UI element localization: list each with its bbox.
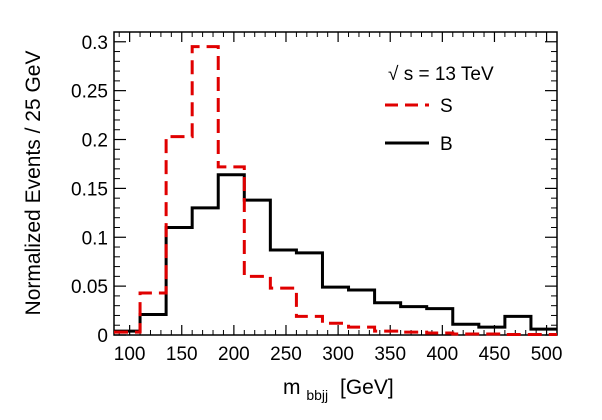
legend-label-s: S: [440, 96, 453, 117]
legend-label-b: B: [440, 134, 453, 155]
series-line-b: [114, 175, 557, 331]
y-axis-label: Normalized Events / 25 GeV: [22, 51, 45, 316]
x-axis-label-main: m: [283, 376, 301, 399]
x-tick-label: 300: [322, 344, 354, 365]
x-tick-label: 450: [479, 344, 511, 365]
y-tick-label: 0.1: [82, 228, 108, 249]
legend: S B: [385, 96, 453, 155]
y-tick-label: 0: [97, 326, 108, 347]
x-tick-labels: 100 150 200 250 300 350 400 450 500: [114, 344, 563, 365]
x-tick-label: 250: [270, 344, 302, 365]
x-tick-label: 400: [426, 344, 458, 365]
y-tick-label: 0.25: [71, 82, 108, 103]
y-tick-label: 0.3: [82, 33, 108, 54]
series-layer: [114, 47, 557, 335]
x-axis-label-sub: bbjj: [306, 387, 328, 403]
y-tick-label: 0.05: [71, 277, 108, 298]
x-tick-label: 150: [166, 344, 198, 365]
x-axis-label-unit: [GeV]: [340, 376, 394, 399]
y-tick-label: 0.2: [82, 131, 108, 152]
x-axis-label: m bbjj [GeV]: [283, 376, 394, 405]
series-line-s: [114, 47, 557, 335]
x-tick-label: 500: [531, 344, 563, 365]
x-tick-label: 200: [218, 344, 250, 365]
y-tick-labels: 0 0.05 0.1 0.15 0.2 0.25 0.3: [71, 33, 108, 347]
y-tick-label: 0.15: [71, 179, 108, 200]
energy-annotation: √ s = 13 TeV: [388, 64, 494, 85]
x-tick-label: 350: [374, 344, 406, 365]
x-tick-label: 100: [114, 344, 146, 365]
